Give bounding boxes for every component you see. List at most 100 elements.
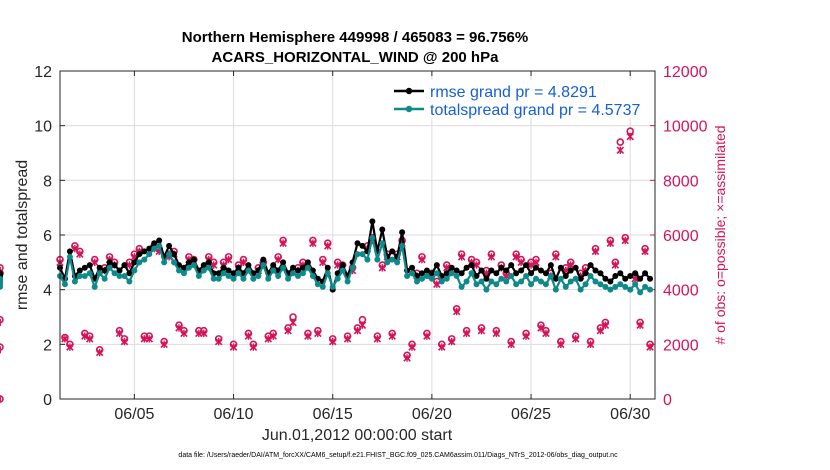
totalspread-point	[622, 283, 629, 290]
footnote-data-file: data file: /Users/raeder/DAI/ATM_forcXX/…	[178, 452, 618, 459]
totalspread-point	[260, 262, 267, 269]
obs-assimilated-marker	[120, 337, 129, 346]
totalspread-point	[171, 259, 178, 266]
obs-possible-marker	[0, 264, 4, 272]
totalspread-point	[428, 275, 435, 282]
obs-possible-marker	[616, 138, 625, 146]
totalspread-point	[339, 267, 346, 274]
totalspread-point	[86, 270, 93, 277]
obs-assimilated-marker	[66, 343, 74, 351]
y-left-tick-label: 2	[43, 337, 52, 354]
rmse-point	[642, 270, 649, 277]
obs-assimilated-marker	[314, 329, 322, 338]
totalspread-point	[523, 273, 530, 279]
obs-assimilated-marker	[378, 264, 387, 272]
x-tick-label: 06/05	[114, 406, 154, 423]
rmse-point	[458, 270, 465, 277]
totalspread-point	[483, 286, 490, 293]
rmse-point	[131, 259, 138, 266]
y-left-tick-label: 4	[43, 283, 52, 300]
rmse-point	[81, 264, 88, 271]
rmse-point	[493, 270, 500, 277]
totalspread-point	[190, 262, 197, 269]
rmse-point	[126, 270, 133, 277]
rmse-point	[86, 262, 93, 269]
rmse-point	[359, 242, 366, 249]
rmse-point	[607, 278, 614, 285]
totalspread-point	[295, 273, 301, 279]
totalspread-point	[478, 278, 485, 285]
y-right-tick-label: 2000	[663, 337, 699, 354]
rmse-point	[622, 275, 629, 282]
rmse-point	[339, 262, 346, 269]
rmse-point	[528, 270, 535, 277]
totalspread-point	[557, 275, 564, 282]
rmse-point	[280, 259, 287, 266]
totalspread-point	[324, 270, 331, 277]
obs-assimilated-marker	[447, 337, 456, 346]
totalspread-point	[285, 275, 292, 282]
totalspread-point	[71, 278, 78, 285]
rmse-point	[116, 267, 123, 274]
totalspread-point	[508, 273, 515, 279]
totalspread-point	[215, 275, 222, 282]
totalspread-point	[542, 281, 549, 288]
obs-assimilated-marker	[373, 335, 382, 343]
totalspread-point	[126, 278, 133, 285]
x-tick-label: 06/30	[610, 406, 650, 423]
totalspread-point	[309, 273, 316, 279]
totalspread-point	[404, 273, 411, 279]
obs-assimilated-marker	[229, 343, 238, 351]
obs-assimilated-marker	[621, 236, 630, 245]
rmse-point	[552, 275, 559, 282]
y-right-tick-label: 12000	[663, 64, 708, 81]
totalspread-point	[468, 270, 475, 277]
totalspread-point	[528, 281, 535, 288]
totalspread-point	[334, 275, 341, 282]
totalspread-point	[111, 270, 118, 277]
obs-assimilated-marker	[522, 332, 530, 340]
x-tick-label: 06/20	[412, 406, 452, 423]
totalspread-point	[592, 278, 599, 285]
totalspread-point	[463, 278, 470, 285]
totalspread-point	[617, 281, 624, 288]
obs-assimilated-marker	[333, 261, 342, 269]
totalspread-point	[518, 278, 525, 285]
obs-assimilated-marker	[85, 335, 94, 343]
rmse-point	[200, 262, 207, 269]
obs-assimilated-marker	[358, 321, 367, 329]
legend-rmse-label: rmse grand pr = 4.8291	[430, 84, 597, 101]
totalspread-point	[409, 270, 416, 277]
totalspread-point	[235, 270, 242, 277]
rmse-point	[225, 267, 232, 274]
rmse-point	[171, 251, 178, 258]
totalspread-point	[354, 251, 361, 258]
totalspread-point	[384, 259, 391, 266]
rmse-point	[423, 267, 430, 274]
totalspread-point	[166, 251, 173, 258]
totalspread-point	[493, 281, 500, 288]
obs-assimilated-marker	[472, 261, 481, 269]
line-series	[0, 218, 654, 296]
totalspread-point	[314, 281, 321, 288]
obs-assimilated-marker	[408, 343, 416, 351]
rmse-point	[260, 256, 267, 263]
rmse-point	[270, 262, 277, 269]
rmse-point	[523, 262, 530, 269]
rmse-point	[96, 264, 103, 271]
totalspread-point	[607, 286, 614, 293]
totalspread-point	[180, 270, 187, 277]
rmse-point	[205, 259, 212, 266]
obs-assimilated-marker	[249, 343, 258, 351]
obs-assimilated-marker	[586, 340, 595, 349]
totalspread-point	[121, 273, 128, 279]
totalspread-point	[399, 242, 406, 249]
legend-spread-label: totalspread grand pr = 4.5737	[430, 102, 640, 119]
rmse-point	[478, 267, 485, 274]
rmse-point	[647, 275, 654, 282]
rmse-point	[577, 275, 584, 282]
rmse-point	[443, 270, 450, 277]
rmse-point	[111, 262, 118, 269]
obs-assimilated-marker	[452, 307, 461, 316]
totalspread-point	[220, 270, 227, 277]
